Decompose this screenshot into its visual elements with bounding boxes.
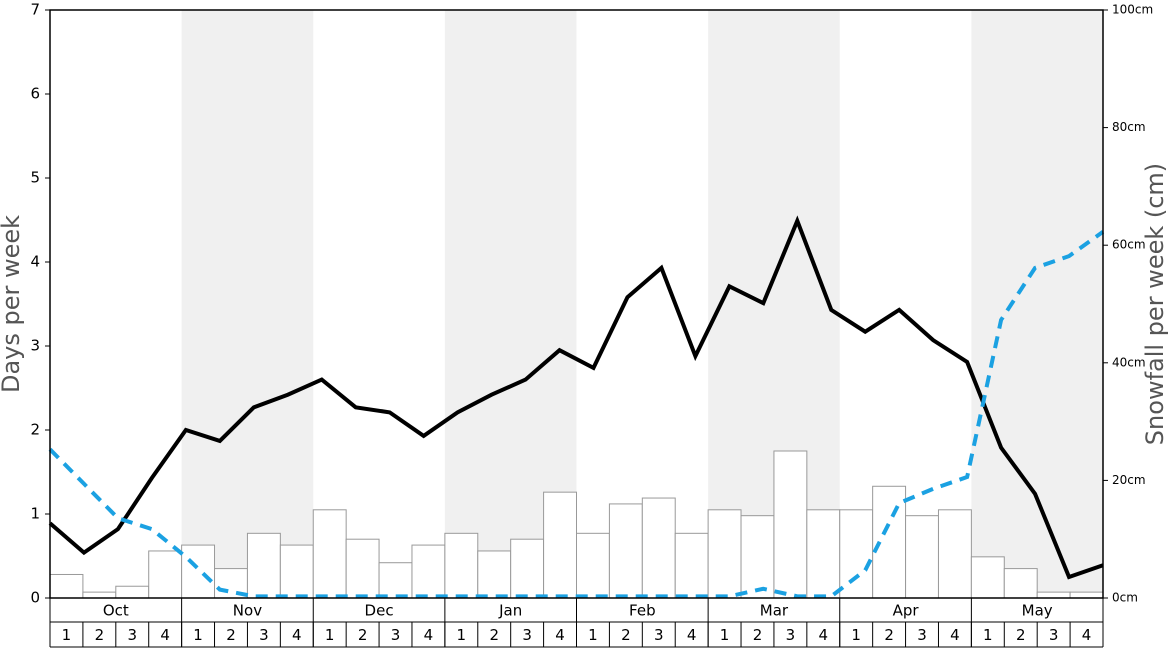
y2-tick-label: 60cm (1112, 238, 1146, 252)
bar (806, 509, 841, 599)
bar (345, 538, 380, 599)
y2-tick-label: 100cm (1112, 3, 1153, 17)
bar (674, 532, 709, 599)
bar (148, 550, 183, 599)
week-label: 2 (753, 626, 763, 644)
bar (1003, 568, 1038, 599)
bar (641, 497, 676, 599)
bar (608, 503, 643, 599)
y-tick-label: 3 (30, 337, 40, 355)
bar (740, 515, 775, 599)
month-label: Apr (893, 602, 920, 620)
week-label: 4 (424, 626, 434, 644)
y2-tick-label: 40cm (1112, 355, 1146, 369)
week-label: 4 (160, 626, 170, 644)
week-label: 3 (786, 626, 796, 644)
y-tick-label: 4 (30, 253, 40, 271)
bar (49, 573, 84, 599)
bar (937, 509, 972, 599)
month-label: Feb (629, 602, 656, 620)
bar (970, 556, 1005, 599)
week-label: 1 (325, 626, 335, 644)
week-label: 3 (522, 626, 532, 644)
y-tick-label: 6 (30, 85, 40, 103)
week-label: 2 (226, 626, 236, 644)
plot-frame (49, 9, 1104, 599)
month-band (971, 10, 1103, 598)
bar (115, 585, 150, 599)
y-tick-label: 1 (30, 505, 40, 523)
bar (905, 515, 939, 599)
week-label: 2 (489, 626, 499, 644)
week-label: 4 (292, 626, 302, 644)
dashed-line (48, 230, 1105, 599)
month-label: Dec (365, 602, 394, 620)
bar (279, 544, 314, 599)
week-label: 2 (95, 626, 105, 644)
month-label: Mar (760, 602, 789, 620)
line (48, 215, 1104, 580)
week-label: 1 (983, 626, 993, 644)
y-tick-label: 5 (30, 169, 40, 187)
bar (82, 591, 117, 599)
y-tick-label: 0 (30, 589, 40, 607)
week-label: 3 (917, 626, 927, 644)
bar (1069, 591, 1104, 599)
week-label: 1 (720, 626, 730, 644)
week-label: 1 (62, 626, 72, 644)
bar (543, 491, 577, 599)
week-label: 3 (654, 626, 664, 644)
bar (477, 550, 512, 599)
week-label: 3 (391, 626, 401, 644)
bar (411, 544, 446, 599)
week-label: 2 (884, 626, 894, 644)
week-label: 2 (621, 626, 631, 644)
month-band (181, 10, 314, 598)
week-label: 1 (193, 626, 203, 644)
y2-tick-label: 20cm (1112, 473, 1146, 487)
week-label: 4 (1082, 626, 1092, 644)
bar (312, 509, 347, 599)
bar (378, 562, 413, 599)
month-label: Oct (103, 602, 129, 620)
y-axis-title: Days per week (0, 215, 25, 393)
bar (246, 532, 281, 599)
y-tick-label: 2 (30, 421, 40, 439)
week-label: 1 (588, 626, 598, 644)
bar (576, 532, 610, 599)
week-label: 2 (358, 626, 368, 644)
month-label: May (1022, 602, 1053, 620)
bar (510, 538, 545, 599)
week-label: 3 (127, 626, 137, 644)
week-label: 2 (1016, 626, 1026, 644)
month-label: Nov (233, 602, 262, 620)
week-label: 3 (1049, 626, 1059, 644)
y2-tick-label: 0cm (1112, 591, 1138, 605)
week-label: 4 (687, 626, 697, 644)
bar (1036, 591, 1071, 599)
bar (707, 509, 742, 599)
y2-tick-label: 80cm (1112, 120, 1146, 134)
week-label: 1 (457, 626, 467, 644)
bar (773, 450, 808, 599)
bar (181, 544, 216, 599)
month-label: Jan (498, 602, 522, 620)
y-tick-label: 7 (30, 1, 40, 19)
week-label: 4 (950, 626, 960, 644)
week-label: 3 (259, 626, 269, 644)
week-label: 1 (851, 626, 861, 644)
bar (839, 509, 874, 599)
week-label: 4 (819, 626, 829, 644)
week-label: 4 (555, 626, 565, 644)
bar (444, 532, 479, 599)
y2-axis-title: Snowfall per week (cm) (1141, 163, 1168, 445)
